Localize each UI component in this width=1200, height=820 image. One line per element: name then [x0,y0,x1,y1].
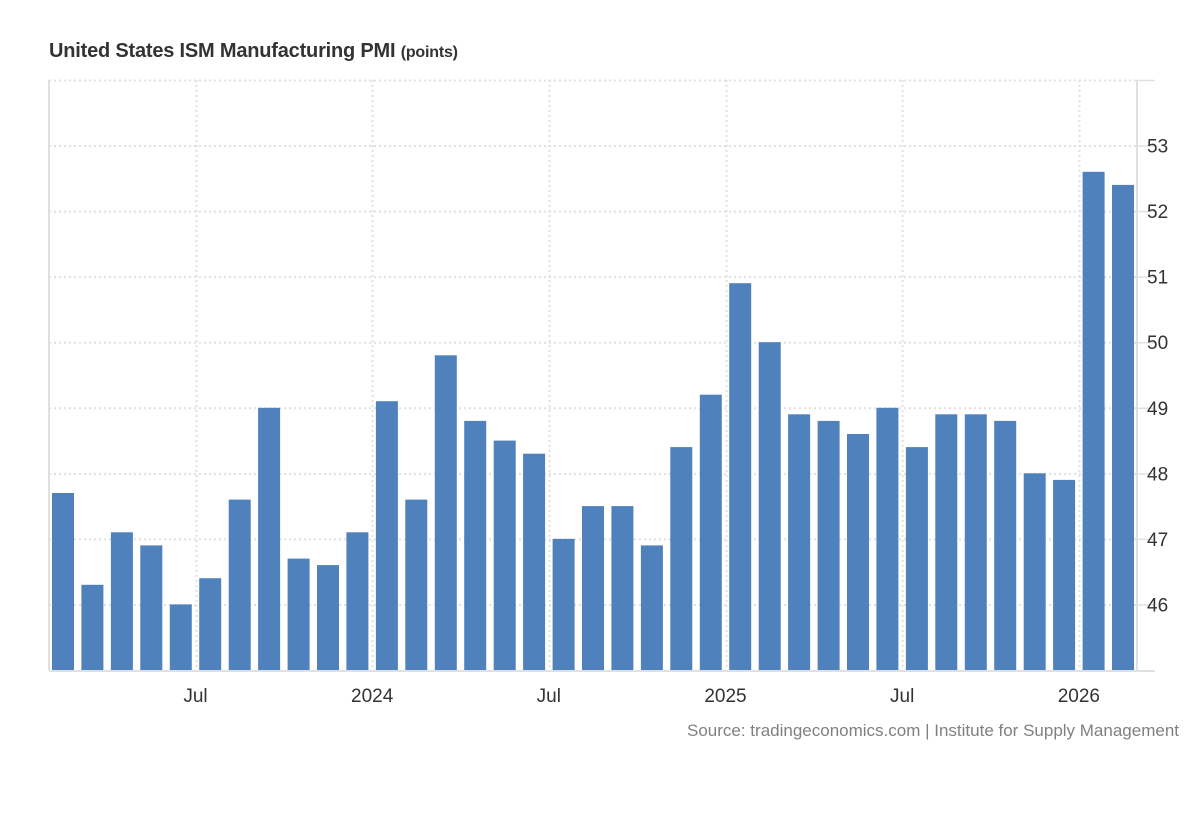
x-axis-ticks: Jul 2024 Jul 2025 Jul 2026 [183,686,1100,707]
bar [81,584,104,670]
bar [1082,171,1105,671]
y-tick-label: 53 [1147,137,1168,158]
y-tick-label: 48 [1147,464,1168,485]
y-tick-label: 51 [1147,268,1168,289]
y-tick-label: 49 [1147,399,1168,420]
bar [905,447,928,670]
bar [52,493,74,670]
chart-title: United States ISM Manufacturing PMI (poi… [49,40,458,63]
bar [699,394,722,670]
x-tick-label: 2024 [351,686,394,707]
bar [169,604,192,670]
bar [935,414,958,670]
bar [729,283,752,670]
x-tick-label: Jul [183,686,207,707]
y-tick-label: 47 [1147,530,1168,551]
bar [1023,473,1046,670]
x-tick-label: 2025 [704,686,746,707]
bar [346,532,369,670]
x-tick-label: 2026 [1058,686,1100,707]
bar [523,453,546,670]
chart-unit: (points) [400,44,458,61]
bar [1112,184,1134,670]
bar [140,545,163,670]
bar [317,565,339,670]
bar [228,499,251,670]
bar [375,401,398,670]
bar [876,407,899,670]
bar [994,420,1017,670]
bar [758,342,781,670]
bar [258,407,281,670]
bar [199,578,222,670]
bar [964,414,987,670]
bar [817,420,840,670]
y-tick-label: 50 [1147,333,1168,354]
bars [52,171,1134,671]
y-tick-label: 46 [1147,595,1168,616]
bar [287,558,310,670]
x-tick-label: Jul [890,686,914,707]
chart-title-text: United States ISM Manufacturing PMI [49,40,396,62]
bar [847,434,869,670]
axes [48,79,1155,672]
bar [611,506,634,670]
bar [670,447,693,670]
bar [552,538,575,670]
bar [464,420,487,670]
y-axis-ticks: 46 47 48 49 50 51 52 53 [1147,137,1168,617]
x-tick-label: Jul [537,686,561,707]
bar [1053,479,1076,670]
bar [493,440,516,670]
bar [788,414,811,670]
y-tick-label: 52 [1147,202,1168,223]
bar [640,545,663,670]
bar [582,506,604,670]
bar-chart: 46 47 48 49 50 51 52 53 Jul 2024 Jul 2025 Jul 2026 [48,79,1168,707]
bar [405,499,428,670]
bar [434,355,457,670]
bar [110,532,133,670]
source-note: Source: tradingeconomics.com | Institute… [687,721,1179,740]
